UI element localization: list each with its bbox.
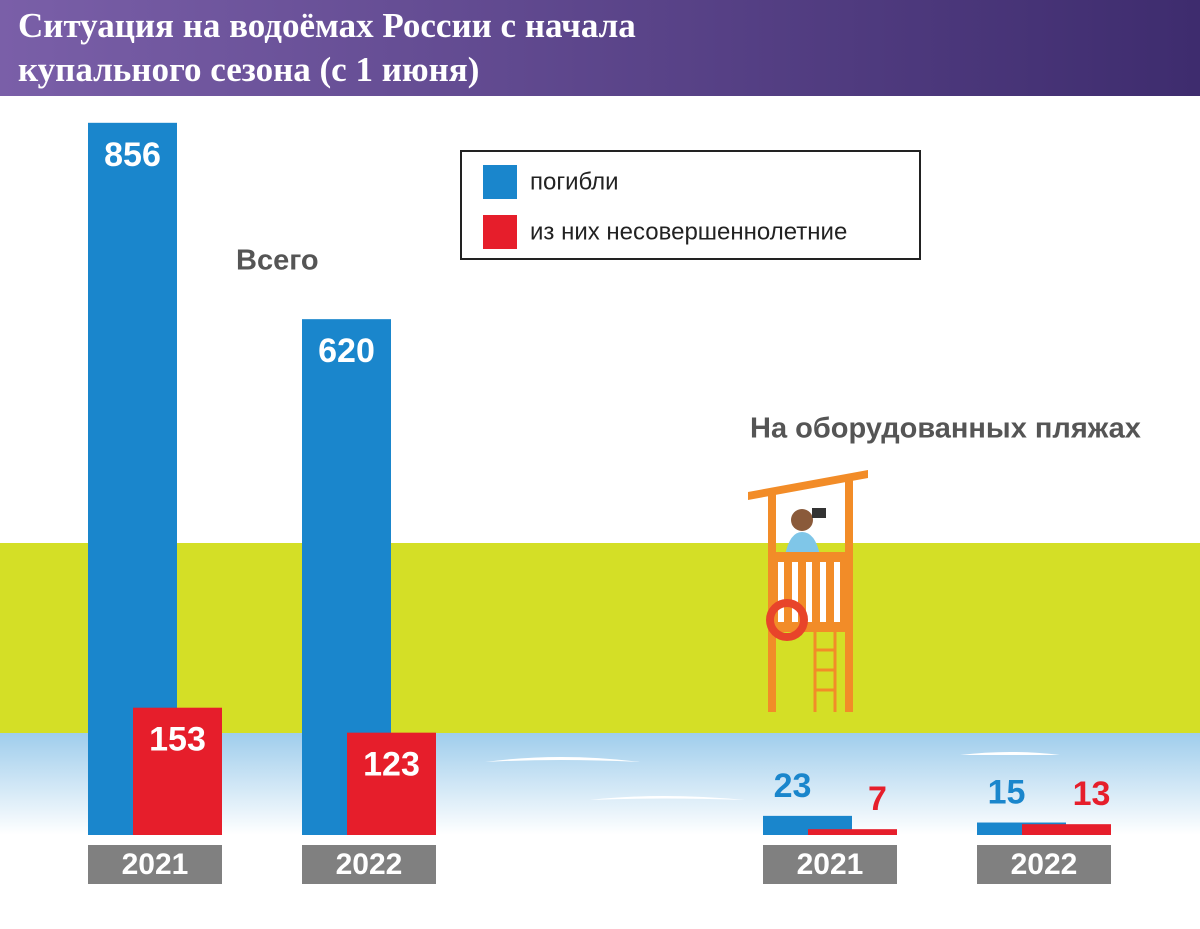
value-label: 13: [1073, 775, 1111, 813]
legend-swatch: [483, 165, 517, 199]
x-tick-label: 2021: [797, 848, 864, 881]
x-tick-label: 2022: [336, 848, 403, 881]
lifeguard-tower: [748, 470, 868, 712]
category-box: [302, 845, 436, 884]
value-label: 620: [318, 332, 375, 370]
chart-title: Ситуация на водоёмах России с начала куп…: [18, 6, 636, 89]
value-label: 23: [774, 767, 812, 805]
value-label: 123: [363, 746, 420, 784]
category-box: [763, 845, 897, 884]
x-tick-label: 2021: [122, 848, 189, 881]
group-label: Всего: [236, 245, 319, 277]
x-tick-label: 2022: [1011, 848, 1078, 881]
legend-box: [460, 150, 921, 260]
value-label: 15: [988, 774, 1026, 812]
group-label: На оборудованных пляжах: [750, 413, 1141, 445]
value-label: 153: [149, 721, 206, 759]
category-box: [88, 845, 222, 884]
value-label: 7: [868, 780, 887, 818]
bar: [133, 707, 222, 835]
header-band: [0, 0, 1200, 96]
bar: [347, 732, 436, 835]
category-box: [977, 845, 1111, 884]
bar: [1022, 824, 1111, 835]
legend-label: из них несовершеннолетние: [530, 218, 847, 245]
value-label: 856: [104, 136, 161, 174]
beach-band: [0, 543, 1200, 734]
legend-swatch: [483, 215, 517, 249]
bar: [808, 829, 897, 835]
legend-label: погибли: [530, 168, 619, 195]
